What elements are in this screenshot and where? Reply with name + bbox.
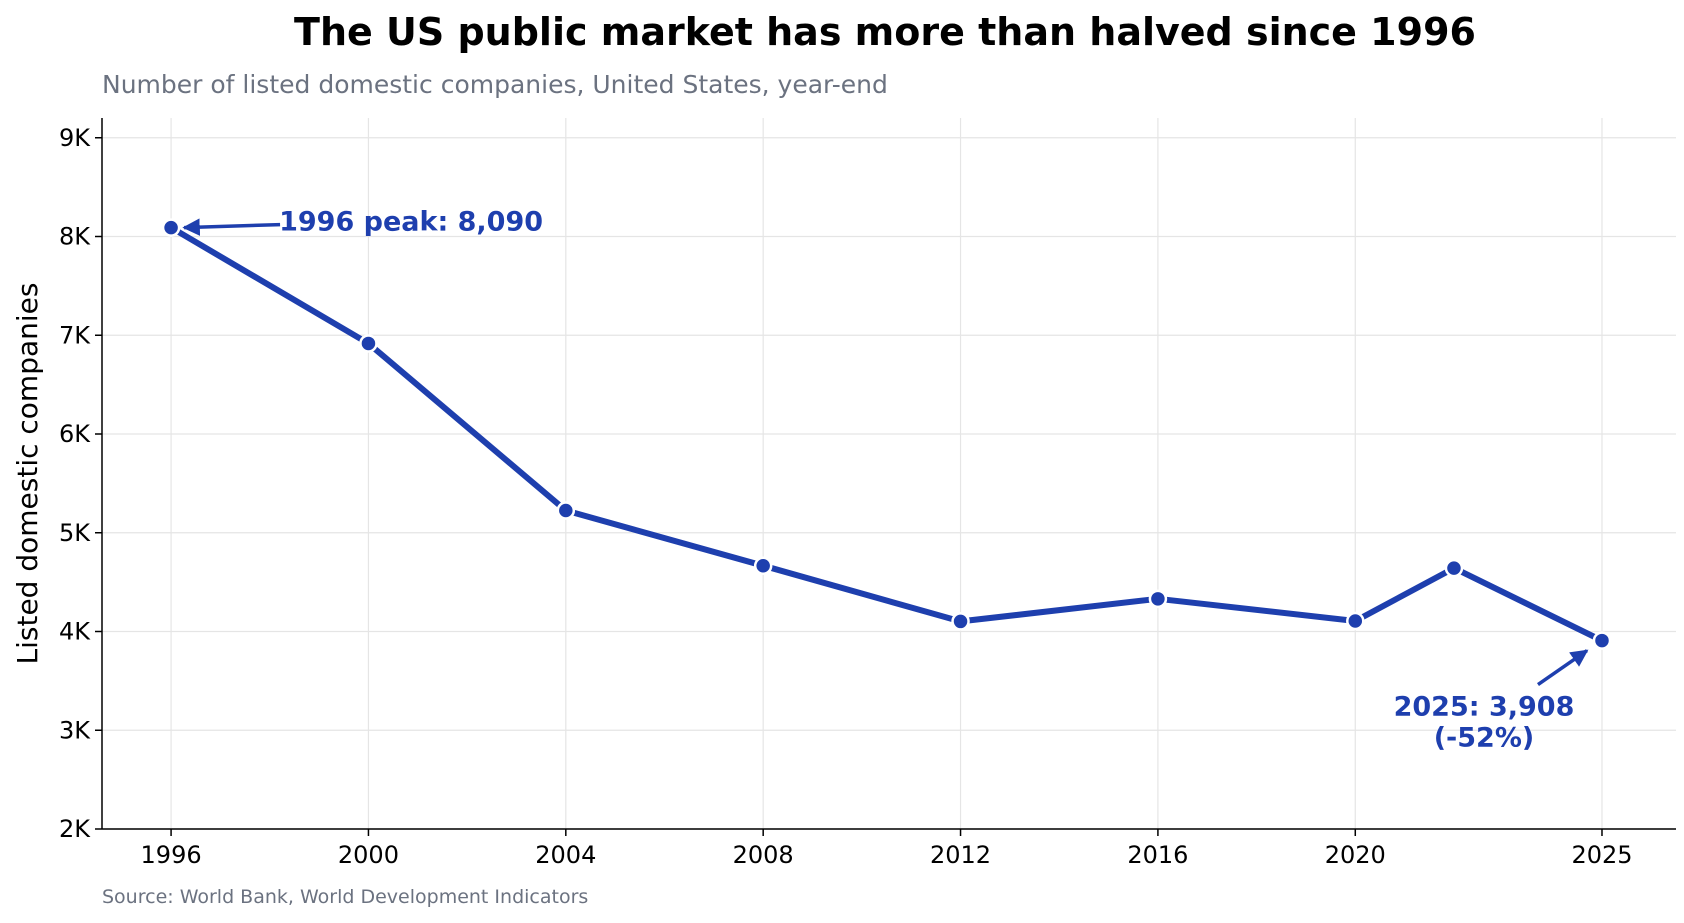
annotation-arrow (182, 218, 281, 236)
annotation-end-label: 2025: 3,908 (1394, 692, 1575, 723)
data-point (1346, 611, 1365, 631)
x-tick-label: 2025 (1571, 841, 1632, 869)
data-point (951, 612, 970, 631)
data-point (1444, 558, 1464, 578)
chart-title: The US public market has more than halve… (294, 10, 1476, 54)
annotations: 1996 peak: 8,090 2025: 3,908(-52%) (182, 207, 1589, 754)
y-tick-label: 9K (59, 124, 91, 152)
x-tick-label: 2000 (338, 841, 399, 869)
data-point (359, 334, 378, 353)
chart-subtitle: Number of listed domestic companies, Uni… (102, 70, 888, 99)
x-tick-label: 1996 (141, 841, 202, 869)
x-tick-label: 2008 (733, 841, 794, 869)
x-tick-label: 2020 (1325, 841, 1386, 869)
x-tick-label: 2016 (1127, 841, 1188, 869)
y-tick-label: 8K (59, 223, 91, 251)
chart-source: Source: World Bank, World Development In… (102, 886, 589, 908)
data-points (161, 218, 1612, 650)
data-point (1592, 631, 1612, 650)
y-tick-label: 7K (59, 321, 91, 349)
x-tick-label: 2012 (930, 841, 991, 869)
annotation-arrow (1536, 649, 1589, 687)
axes: 2K 3K 4K 5K 6K 7K 8K 9K 1996 2000 2004 2008 2012 2016… (11, 118, 1676, 869)
y-tick-label: 6K (59, 420, 91, 448)
y-tick-label: 2K (59, 815, 91, 843)
annotation-end-label: (-52%) (1434, 723, 1535, 754)
y-tick-label: 5K (59, 519, 91, 547)
data-point (161, 218, 181, 237)
annotation-peak-label: 1996 peak: 8,090 (279, 207, 543, 238)
x-tick-label: 2004 (535, 841, 596, 869)
data-point (753, 556, 773, 575)
y-axis-label: Listed domestic companies (11, 283, 44, 665)
data-point (556, 501, 576, 520)
y-tick-label: 3K (59, 716, 91, 744)
data-point (1148, 589, 1168, 609)
y-tick-label: 4K (59, 618, 91, 646)
